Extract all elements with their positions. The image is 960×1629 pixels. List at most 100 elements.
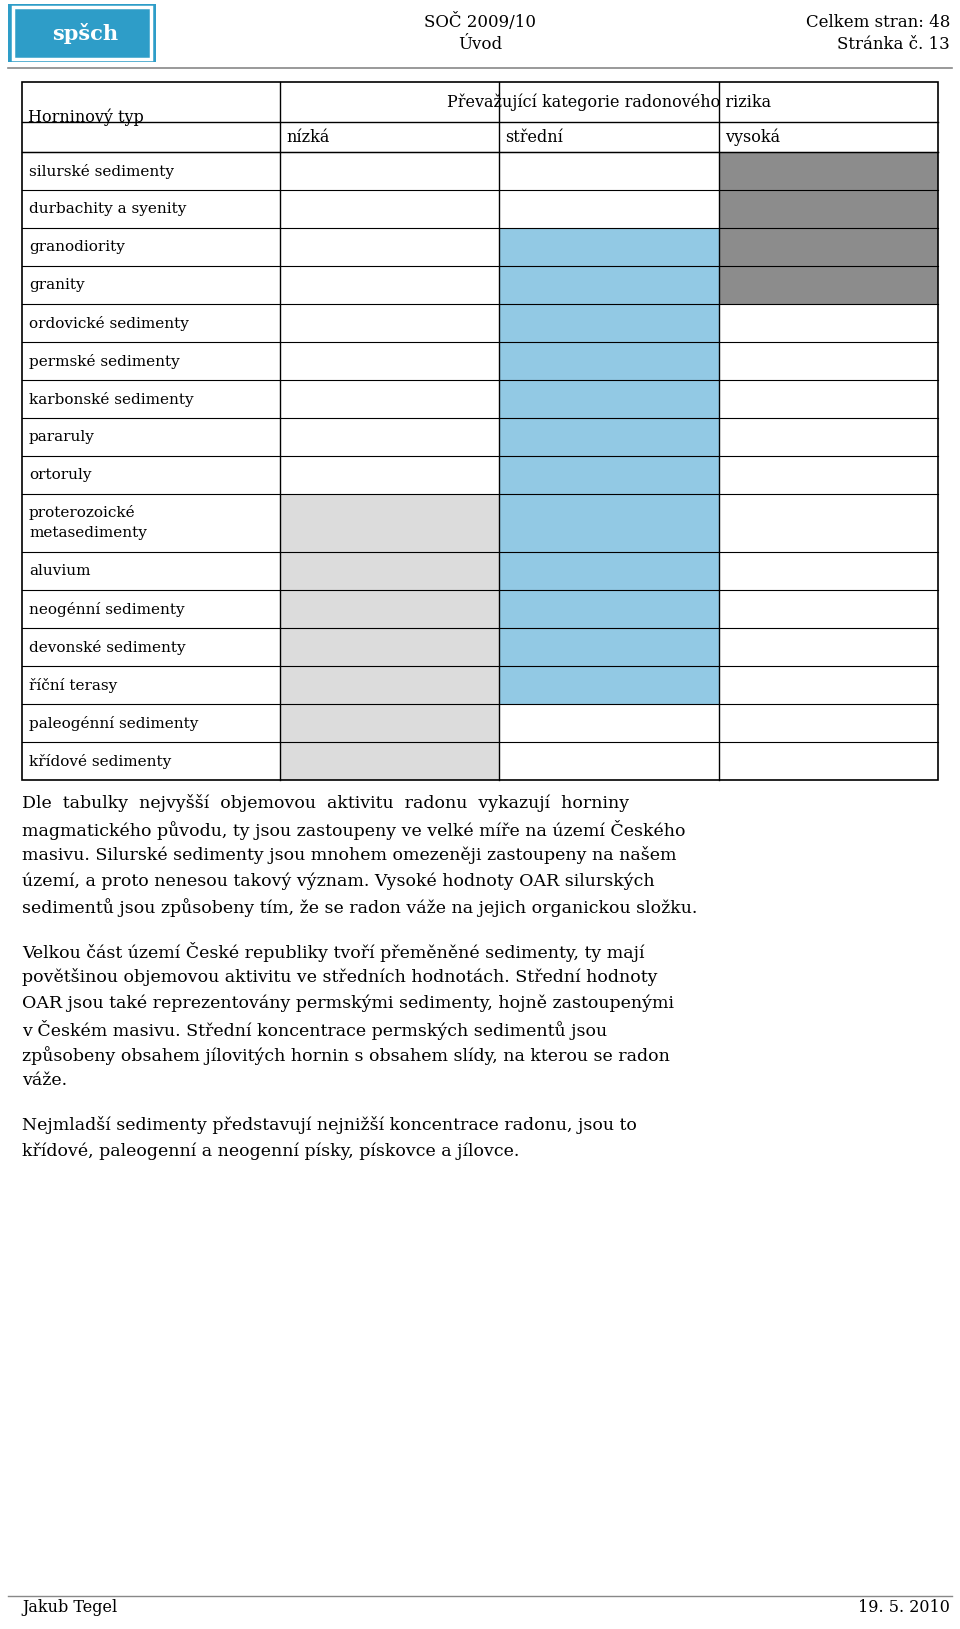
Bar — [499, 305, 719, 342]
Text: Stránka č. 13: Stránka č. 13 — [837, 36, 950, 52]
Bar — [719, 741, 938, 780]
Bar — [719, 552, 938, 590]
Bar — [280, 191, 499, 228]
Text: Velkou část území České republiky tvoří přeměněné sedimenty, ty mají: Velkou část území České republiky tvoří … — [22, 942, 644, 963]
Bar — [22, 494, 280, 552]
Bar — [719, 590, 938, 629]
Bar — [280, 266, 499, 305]
Bar — [719, 456, 938, 494]
Bar — [499, 191, 719, 228]
Text: území, a proto nenesou takový význam. Vysoké hodnoty OAR silurských: území, a proto nenesou takový význam. Vy… — [22, 872, 655, 889]
Text: metasedimenty: metasedimenty — [29, 526, 147, 541]
Bar — [280, 666, 499, 704]
Bar — [22, 266, 280, 305]
Bar — [280, 305, 499, 342]
Text: magmatického původu, ty jsou zastoupeny ve velké míře na území Českého: magmatického původu, ty jsou zastoupeny … — [22, 819, 685, 841]
Text: v Českém masivu. Střední koncentrace permských sedimentů jsou: v Českém masivu. Střední koncentrace per… — [22, 1020, 607, 1039]
Bar — [280, 590, 499, 629]
Bar — [280, 741, 499, 780]
Bar — [22, 151, 280, 191]
Text: Jakub Tegel: Jakub Tegel — [22, 1600, 117, 1616]
Bar — [499, 704, 719, 741]
Text: OAR jsou také reprezentovány permskými sedimenty, hojně zastoupenými: OAR jsou také reprezentovány permskými s… — [22, 994, 674, 1012]
Bar — [719, 305, 938, 342]
Text: devonské sedimenty: devonské sedimenty — [29, 640, 185, 655]
Bar — [280, 456, 499, 494]
Bar — [499, 456, 719, 494]
Bar — [499, 266, 719, 305]
Bar — [280, 494, 499, 552]
Bar — [719, 191, 938, 228]
Bar — [280, 81, 938, 122]
Text: Celkem stran: 48: Celkem stran: 48 — [805, 13, 950, 31]
Bar — [719, 342, 938, 380]
Bar — [22, 342, 280, 380]
Text: paleogénní sedimenty: paleogénní sedimenty — [29, 715, 199, 730]
Bar — [280, 342, 499, 380]
Text: sedimentů jsou způsobeny tím, že se radon váže na jejich organickou složku.: sedimentů jsou způsobeny tím, že se rado… — [22, 898, 697, 917]
Text: spšch: spšch — [52, 23, 118, 44]
Text: ordovické sedimenty: ordovické sedimenty — [29, 316, 189, 331]
Bar — [280, 552, 499, 590]
Bar — [719, 419, 938, 456]
Text: křídové, paleogenní a neogenní písky, pískovce a jílovce.: křídové, paleogenní a neogenní písky, pí… — [22, 1142, 519, 1160]
Bar — [22, 81, 280, 151]
Text: způsobeny obsahem jílovitých hornin s obsahem slídy, na kterou se radon: způsobeny obsahem jílovitých hornin s ob… — [22, 1046, 670, 1065]
Text: váže.: váže. — [22, 1072, 67, 1090]
Bar — [719, 704, 938, 741]
Text: Horninový typ: Horninový typ — [28, 108, 144, 125]
Text: pararuly: pararuly — [29, 430, 95, 445]
Text: střední: střední — [505, 129, 564, 145]
Text: Nejmladší sedimenty představují nejnižší koncentrace radonu, jsou to: Nejmladší sedimenty představují nejnižší… — [22, 1116, 636, 1134]
Bar — [22, 552, 280, 590]
Bar — [22, 191, 280, 228]
Text: karbonské sedimenty: karbonské sedimenty — [29, 391, 194, 407]
Bar — [499, 228, 719, 266]
Bar — [22, 629, 280, 666]
Bar — [499, 590, 719, 629]
Bar — [13, 7, 151, 59]
Bar — [719, 666, 938, 704]
Text: 19. 5. 2010: 19. 5. 2010 — [858, 1600, 950, 1616]
Text: aluvium: aluvium — [29, 564, 90, 578]
Bar — [22, 305, 280, 342]
Bar — [499, 494, 719, 552]
Text: říční terasy: říční terasy — [29, 678, 117, 692]
Bar — [719, 494, 938, 552]
Text: masivu. Silurské sedimenty jsou mnohem omezeněji zastoupeny na našem: masivu. Silurské sedimenty jsou mnohem o… — [22, 845, 677, 863]
Bar — [22, 228, 280, 266]
Bar — [499, 552, 719, 590]
Text: Převažující kategorie radonového rizika: Převažující kategorie radonového rizika — [447, 93, 771, 111]
Bar — [22, 704, 280, 741]
Bar — [499, 629, 719, 666]
Bar — [499, 342, 719, 380]
Bar — [499, 419, 719, 456]
Text: křídové sedimenty: křídové sedimenty — [29, 754, 171, 769]
Bar — [499, 741, 719, 780]
Bar — [280, 122, 499, 151]
Bar — [280, 151, 499, 191]
Text: proterozoické: proterozoické — [29, 505, 135, 520]
Text: ortoruly: ortoruly — [29, 468, 91, 482]
Bar — [280, 704, 499, 741]
Bar — [280, 419, 499, 456]
Bar — [22, 81, 938, 780]
Bar — [280, 228, 499, 266]
Text: neogénní sedimenty: neogénní sedimenty — [29, 601, 184, 616]
Bar — [719, 380, 938, 419]
Text: silurské sedimenty: silurské sedimenty — [29, 163, 174, 179]
Text: Úvod: Úvod — [458, 36, 502, 52]
Text: Dle  tabulky  nejvyšší  objemovou  aktivitu  radonu  vykazují  horniny: Dle tabulky nejvyšší objemovou aktivitu … — [22, 793, 629, 811]
Bar — [499, 380, 719, 419]
Text: nízká: nízká — [286, 129, 329, 145]
Text: SOČ 2009/10: SOČ 2009/10 — [424, 13, 536, 31]
Text: permské sedimenty: permské sedimenty — [29, 353, 180, 368]
Bar — [280, 629, 499, 666]
Bar — [719, 266, 938, 305]
Bar — [719, 151, 938, 191]
Bar — [719, 228, 938, 266]
Bar — [719, 629, 938, 666]
Bar — [22, 590, 280, 629]
Bar — [22, 419, 280, 456]
Bar — [22, 741, 280, 780]
